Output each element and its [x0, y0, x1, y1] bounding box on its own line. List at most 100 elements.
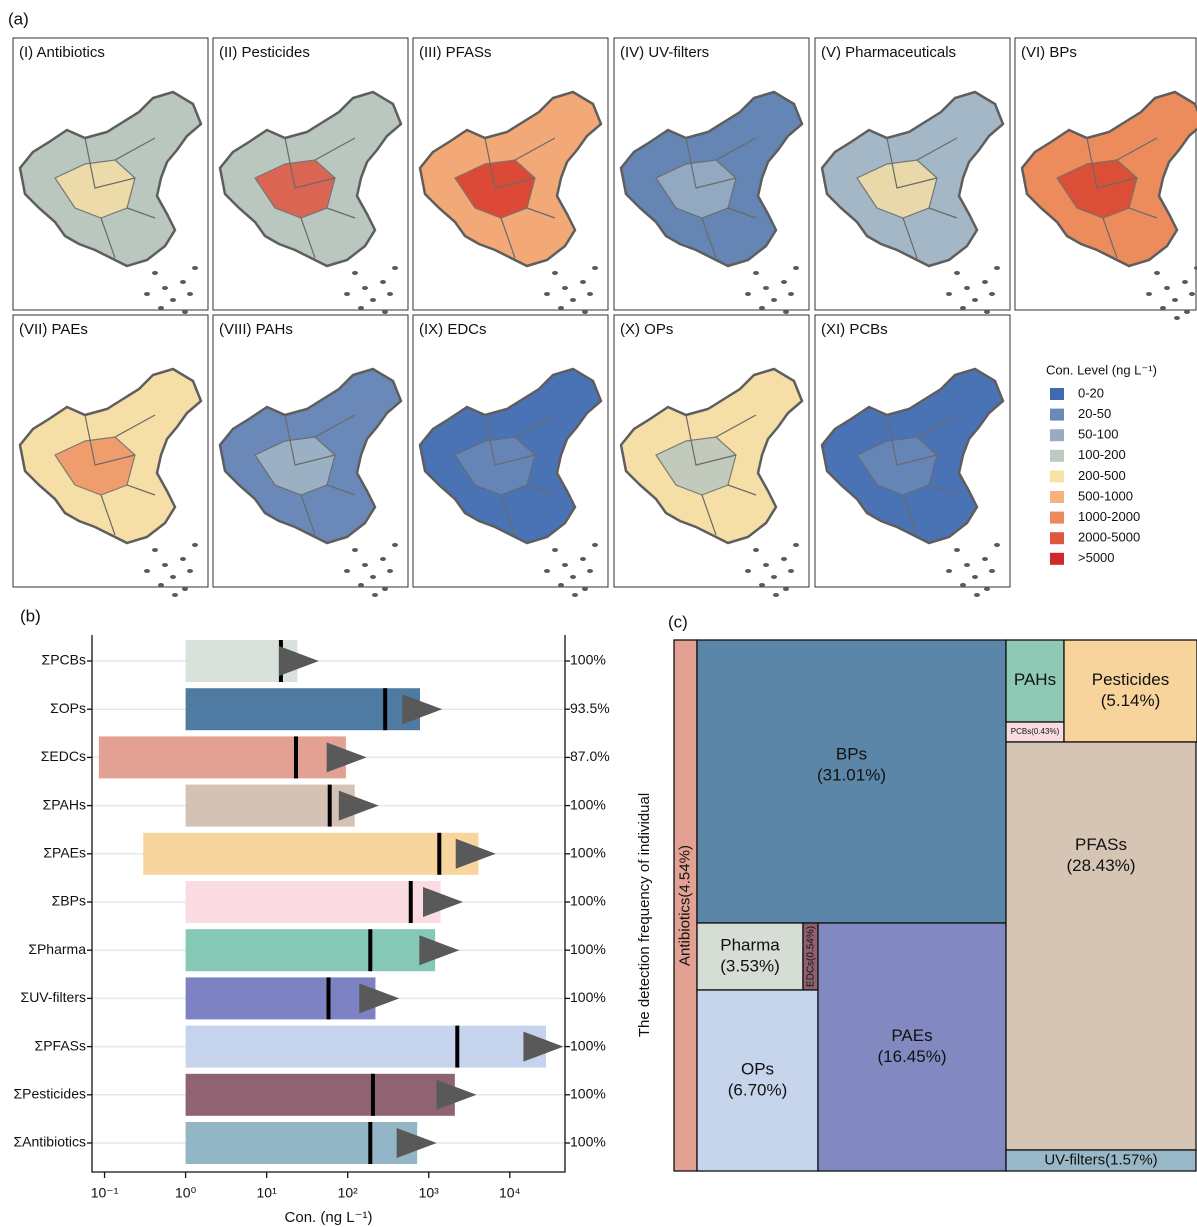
range-bar [185, 640, 298, 682]
island [344, 569, 350, 573]
map [619, 90, 804, 320]
treemap-name: EDCs [805, 961, 816, 987]
map-title: (VIII) PAHs [219, 321, 293, 338]
map [1020, 90, 1197, 320]
island [771, 298, 777, 302]
island [544, 569, 550, 573]
mean-marker [423, 887, 464, 917]
detection-label: 100% [570, 893, 606, 909]
island [582, 310, 588, 314]
island [1146, 292, 1152, 296]
y2-axis-title: The detection frequency of individual [636, 793, 653, 1037]
treemap-value-label: (5.14%) [1101, 691, 1161, 710]
mean-marker [402, 694, 443, 725]
treemap-name: PCBs [1011, 727, 1031, 736]
legend-swatch [1050, 449, 1064, 462]
mean-marker [436, 1079, 477, 1110]
island [358, 306, 364, 310]
island [552, 548, 558, 552]
island [989, 292, 995, 296]
treemap-name: PAEs [891, 1026, 932, 1045]
detection-label: 100% [570, 1086, 606, 1102]
detection-label: 100% [570, 845, 606, 861]
island [370, 575, 376, 579]
map [18, 367, 203, 597]
island [954, 548, 960, 552]
legend-label: 0-20 [1078, 385, 1104, 400]
map [18, 90, 203, 320]
island [552, 271, 558, 275]
legend-label: 50-100 [1078, 427, 1118, 442]
mean-marker [396, 1128, 437, 1158]
map-borders [84, 137, 156, 259]
island [172, 593, 178, 597]
detection-label: 100% [570, 1134, 606, 1150]
map [820, 367, 1005, 597]
treemap-label: PFASs (28.43%) [1067, 835, 1136, 875]
island [1182, 280, 1188, 284]
island [773, 593, 779, 597]
island [984, 587, 990, 591]
island [972, 298, 978, 302]
map-borders [484, 414, 556, 536]
range-bar [185, 784, 355, 827]
treemap-value-label: (6.70%) [728, 1081, 788, 1100]
y-tick-label: ΣPCBs [42, 652, 86, 668]
island [783, 587, 789, 591]
treemap-cell [817, 922, 1007, 1172]
panel-label: (a) [8, 9, 29, 28]
island [954, 271, 960, 275]
island [170, 575, 176, 579]
mean-marker [419, 935, 460, 966]
island [1160, 306, 1166, 310]
y-tick-label: ΣEDCs [41, 748, 86, 764]
mean-marker [359, 983, 400, 1014]
island [592, 266, 598, 270]
island [781, 557, 787, 561]
range-bar [185, 1025, 547, 1068]
island [745, 569, 751, 573]
island [788, 569, 794, 573]
map-borders [84, 414, 156, 536]
island [558, 583, 564, 587]
treemap-value-label: (0.43%) [1031, 727, 1059, 736]
legend-label: 1000-2000 [1078, 509, 1140, 524]
island [180, 280, 186, 284]
detection-label: 100% [570, 1037, 606, 1053]
island [380, 557, 386, 561]
island [946, 292, 952, 296]
map-title: (XI) PCBs [821, 321, 888, 338]
island [964, 286, 970, 290]
y-tick-label: ΣAntibiotics [14, 1134, 86, 1150]
island [180, 557, 186, 561]
map-borders [886, 414, 958, 536]
x-tick-label: 10⁴ [499, 1185, 521, 1201]
treemap-name: Pesticides [1092, 670, 1169, 689]
treemap-cell [1005, 741, 1197, 1151]
mean-marker [455, 838, 496, 869]
x-tick-label: 10² [338, 1185, 359, 1201]
treemap-label: EDCs(0.54%) [805, 926, 816, 987]
detection-label: 87.0% [570, 748, 610, 764]
treemap-cell [1005, 1149, 1197, 1172]
island [387, 292, 393, 296]
map-borders [284, 137, 356, 259]
map [218, 90, 403, 320]
treemap-label: PCBs(0.43%) [1011, 727, 1060, 736]
island [960, 306, 966, 310]
island [1154, 271, 1160, 275]
x-axis-title: Con. (ng L⁻¹) [285, 1209, 373, 1226]
treemap-name: Pharma [720, 936, 780, 955]
legend-swatch [1050, 552, 1064, 565]
island [763, 286, 769, 290]
legend-swatch [1050, 388, 1064, 400]
island [753, 271, 759, 275]
island [763, 563, 769, 567]
map [418, 90, 603, 320]
detection-label: 93.5% [570, 700, 610, 716]
island [1164, 286, 1170, 290]
island [788, 292, 794, 296]
island [580, 557, 586, 561]
treemap-label: UV-filters(1.57%) [1044, 1151, 1157, 1168]
